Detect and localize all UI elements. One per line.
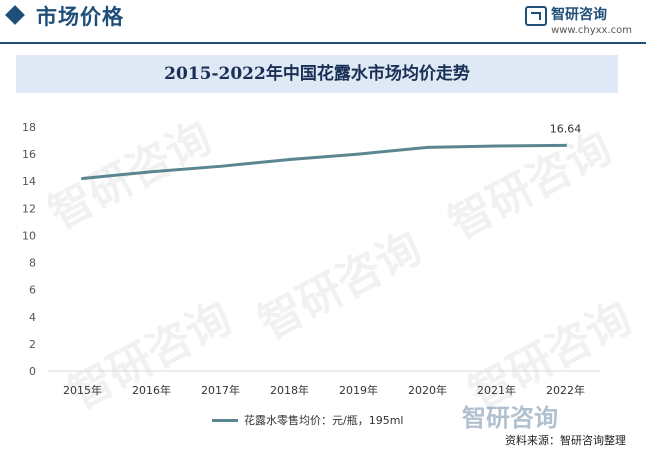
x-tick-label: 2017年 — [201, 383, 240, 397]
y-tick-label: 16 — [22, 148, 36, 161]
x-tick-label: 2015年 — [63, 383, 102, 397]
series-line — [81, 143, 567, 181]
y-tick-label: 0 — [29, 365, 36, 378]
y-tick-label: 10 — [22, 229, 36, 242]
y-tick-label: 14 — [22, 175, 36, 188]
y-tick-label: 4 — [29, 311, 36, 324]
legend-swatch — [212, 418, 238, 422]
diamond-icon — [5, 5, 25, 25]
y-tick-label: 18 — [22, 121, 36, 134]
brand-logo: 智研咨询 www.chyxx.com — [525, 4, 632, 36]
y-tick-label: 8 — [29, 257, 36, 270]
y-tick-label: 2 — [29, 338, 36, 351]
x-tick-label: 2016年 — [132, 383, 171, 397]
x-tick-label: 2020年 — [408, 383, 447, 397]
data-label: 16.64 — [550, 122, 582, 135]
header-divider — [0, 42, 646, 44]
line-chart: 0 2 4 6 8 10 12 14 16 18 2015年 2016年 2017年 2018年 2019年… — [22, 121, 600, 397]
chart-title: 2015-2022年中国花露水市场均价走势 — [164, 64, 470, 84]
watermark-logo: 智研咨询 — [462, 404, 558, 432]
logo-name: 智研咨询 — [551, 7, 608, 23]
logo-icon — [525, 6, 548, 26]
legend-label: 花露水零售均价：元/瓶，195ml — [244, 414, 404, 427]
logo-url: www.chyxx.com — [551, 25, 632, 36]
x-tick-label: 2019年 — [339, 383, 378, 397]
chart-title-band: 2015-2022年中国花露水市场均价走势 — [16, 55, 618, 93]
y-tick-label: 12 — [22, 202, 36, 215]
x-tick-label: 2022年 — [546, 383, 585, 397]
source-note: 资料来源：智研咨询整理 — [505, 434, 626, 447]
x-tick-label: 2018年 — [270, 383, 309, 397]
y-tick-label: 6 — [29, 284, 36, 297]
legend: 花露水零售均价：元/瓶，195ml — [212, 411, 403, 429]
x-tick-label: 2021年 — [477, 383, 516, 397]
section-title: 市场价格 — [36, 5, 124, 29]
header-bar: 市场价格 智研咨询 www.chyxx.com — [0, 0, 646, 40]
